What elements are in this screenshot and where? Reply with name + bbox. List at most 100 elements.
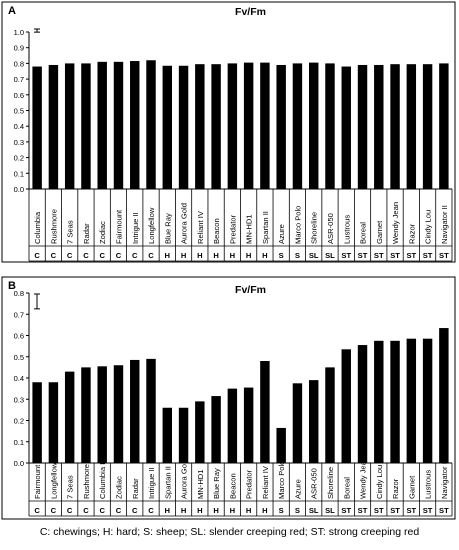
group-label: ST [341, 506, 351, 515]
bar-columbia-ii [97, 366, 107, 463]
group-label: C [67, 506, 73, 515]
x-tick-label: Azure [277, 224, 286, 244]
legend-footnote: C: chewings; H: hard; S: sheep; SL: slen… [39, 526, 420, 538]
group-label: ST [390, 251, 400, 260]
chart-panel-a: A Fv/Fm 0.0 0.1 0.2 0.3 0.4 0.5 0.6 0.7 0.8 0.9 1.0 C… [1, 1, 456, 263]
x-tick-label: Boreal [359, 222, 368, 244]
x-tick-label: Shoreline [326, 467, 335, 499]
bar-intrigue-ii [146, 358, 156, 463]
bar-shoreline [308, 62, 319, 189]
bar-garnet [374, 64, 384, 189]
x-tick-label: Razor [391, 478, 400, 499]
bar-lustrous [341, 66, 351, 189]
group-label: C [148, 506, 154, 515]
group-label: H [262, 506, 267, 515]
group-label: C [83, 251, 89, 260]
bar-reliant-iv [195, 64, 205, 189]
bar-navigator-ii [439, 63, 449, 189]
bar-beacon [211, 64, 221, 189]
y-tick-label: 0.5 [14, 353, 24, 362]
y-tick-label: 0.9 [14, 44, 24, 53]
group-label: C [83, 506, 89, 515]
x-tick-label: Predator [228, 214, 237, 244]
bar-spartan-ii [260, 62, 270, 189]
bar-wendy-jean [390, 64, 400, 189]
group-label: S [295, 251, 300, 260]
bar-razor [406, 64, 417, 189]
x-tick-label: Predator [245, 469, 254, 499]
chart-panel-b: B Fv/Fm 0.0 0.1 0.2 0.3 0.4 0.5 0.6 0.7 0.8 Fairmou… [1, 276, 456, 520]
group-label: S [295, 506, 300, 515]
group-label: ST [358, 506, 368, 515]
x-tick-label: Radar [131, 478, 140, 499]
bar-fairmount [32, 382, 42, 463]
bar-zodiac [113, 365, 124, 463]
chart-title: Fv/Fm [235, 6, 266, 18]
group-label: ST [374, 506, 384, 515]
x-tick-label: Intrigue II [147, 467, 156, 499]
group-label: H [197, 251, 202, 260]
y-tick-label: 0.8 [14, 59, 24, 68]
bar-zodiac [97, 61, 107, 189]
bar-asr-050 [325, 63, 335, 189]
group-label: ST [358, 251, 368, 260]
bar-azure [292, 383, 303, 463]
x-tick-label: Azure [293, 479, 302, 499]
group-label: H [213, 506, 218, 515]
group-label: H [181, 506, 186, 515]
bar-predator [243, 387, 254, 463]
group-label: C [99, 251, 105, 260]
bar-asr-050 [308, 380, 319, 463]
group-label: ST [439, 506, 449, 515]
x-tick-label: Wendy Jean [391, 202, 400, 244]
group-label: ST [423, 506, 433, 515]
y-tick-label: 1.0 [14, 28, 24, 37]
x-tick-label: Marco Polo [293, 206, 302, 244]
x-tick-label: Lustrous [342, 215, 351, 244]
y-tick-label: 0.2 [14, 417, 24, 426]
group-label: SL [325, 251, 335, 260]
bar-lustrous [422, 338, 433, 463]
group-label: C [132, 251, 138, 260]
x-tick-label: Rushmore [49, 209, 58, 244]
group-label: ST [374, 251, 384, 260]
bar-razor [390, 340, 400, 463]
group-label: ST [423, 251, 433, 260]
x-tick-label: 7 Seas [66, 220, 75, 244]
x-tick-label: Zodiac [114, 476, 123, 499]
x-tick-label: Spartan II [163, 466, 172, 499]
y-tick-label: 0.0 [14, 459, 24, 468]
y-tick-label: 0.4 [14, 122, 24, 131]
x-tick-label: Cindy Lou [424, 210, 433, 244]
group-label: S [279, 506, 284, 515]
x-tick-label: MN-HD1 [196, 469, 205, 499]
group-label: H [181, 251, 186, 260]
x-tick-label: 7 Seas [66, 475, 75, 499]
bar-shoreline [325, 367, 335, 463]
y-tick-label: 0.0 [14, 185, 24, 194]
bar-beacon [227, 388, 238, 463]
bar-radar [81, 63, 91, 189]
bar-boreal [357, 64, 368, 189]
bar-predator [227, 63, 238, 189]
x-tick-label: Cindy Lou [375, 465, 384, 499]
group-label: H [246, 251, 251, 260]
bar-mn-hd1 [243, 62, 254, 189]
y-tick-label: 0.1 [14, 438, 24, 447]
y-tick-label: 0.3 [14, 395, 24, 404]
bar-reliant-iv [260, 361, 270, 463]
bar-aurora-gold [178, 65, 189, 189]
y-tick-label: 0.1 [14, 169, 24, 178]
group-label: C [51, 506, 57, 515]
group-label: C [34, 251, 40, 260]
x-tick-label: Fairmount [114, 209, 123, 244]
x-tick-label: Boreal [342, 477, 351, 499]
x-tick-label: Spartan II [261, 211, 270, 244]
x-tick-label: Navigator II [440, 460, 449, 499]
bar-marco-polo [276, 427, 286, 463]
bar-navigator-ii [439, 328, 449, 463]
panel-frame [1, 276, 456, 520]
group-label: C [34, 506, 40, 515]
group-label: C [67, 251, 73, 260]
x-tick-label: Radar [82, 223, 91, 244]
